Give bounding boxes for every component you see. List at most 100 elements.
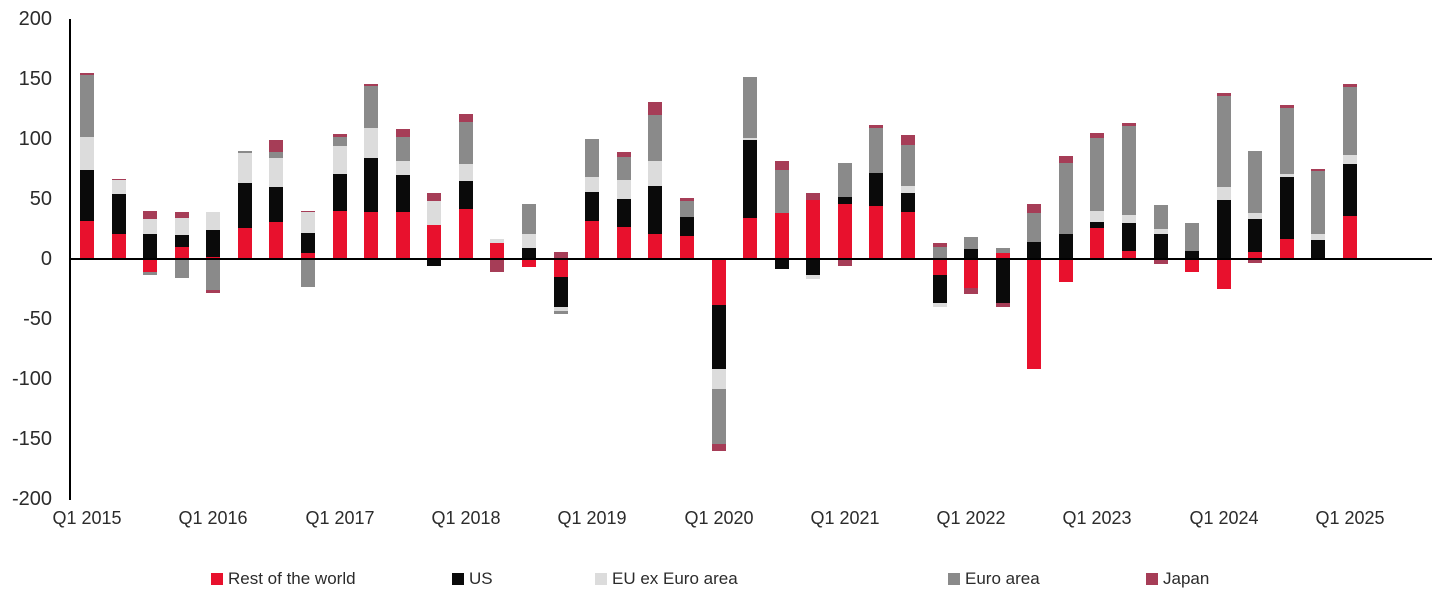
y-tick-label: -200 xyxy=(11,488,52,510)
bar-segment xyxy=(617,179,631,199)
bar-segment xyxy=(869,128,883,173)
legend-item: Japan xyxy=(1146,569,1209,589)
bar-segment xyxy=(554,251,568,259)
bar-segment xyxy=(396,136,410,161)
bar-segment xyxy=(1027,242,1041,259)
bar-segment xyxy=(143,233,157,259)
bar-segment xyxy=(901,212,915,259)
bar-segment xyxy=(933,274,947,304)
bar-segment xyxy=(1185,223,1199,251)
bar-segment xyxy=(490,243,504,259)
bar-segment xyxy=(1154,233,1168,259)
legend-item: Rest of the world xyxy=(211,569,356,589)
bar-segment xyxy=(1059,233,1073,259)
bar-segment xyxy=(80,75,94,137)
bar-segment xyxy=(459,113,473,123)
bar-segment xyxy=(175,218,189,235)
bar-segment xyxy=(901,185,915,193)
bar-segment xyxy=(1090,133,1104,138)
bar-segment xyxy=(301,232,315,253)
legend-label: Euro area xyxy=(965,569,1040,588)
x-tick-label: Q1 2017 xyxy=(305,508,375,528)
bar-segment xyxy=(427,259,441,267)
bar-segment xyxy=(396,175,410,213)
bar-segment xyxy=(712,443,726,451)
bar-segment xyxy=(175,259,189,279)
zero-baseline xyxy=(69,258,1432,260)
bar-segment xyxy=(1059,155,1073,163)
bar-segment xyxy=(269,221,283,259)
bar-segment xyxy=(333,173,347,211)
bar-segment xyxy=(838,259,852,267)
x-tick-label: Q1 2022 xyxy=(936,508,1006,528)
legend-swatch-icon xyxy=(595,573,607,585)
bar-segment xyxy=(712,369,726,389)
bar-segment xyxy=(648,115,662,161)
bar-segment xyxy=(838,163,852,197)
legend-swatch-icon xyxy=(1146,573,1158,585)
bar-segment xyxy=(1217,200,1231,259)
bar-segment xyxy=(459,164,473,181)
bar-segment xyxy=(1280,173,1294,178)
bar-segment xyxy=(838,196,852,204)
bar-segment xyxy=(1090,211,1104,222)
bar-segment xyxy=(1059,163,1073,234)
bar-segment xyxy=(301,212,315,233)
bar-segment xyxy=(554,259,568,277)
bar-segment xyxy=(1122,123,1136,126)
bar-segment xyxy=(238,151,252,154)
bar-segment xyxy=(522,233,536,249)
y-tick-label: -100 xyxy=(11,368,52,390)
bar-segment xyxy=(112,178,126,180)
bar-segment xyxy=(901,193,915,213)
bar-segment xyxy=(585,220,599,259)
bar-segment xyxy=(1027,213,1041,243)
bar-segment xyxy=(1122,214,1136,223)
bar-segment xyxy=(806,200,820,259)
bar-segment xyxy=(269,152,283,159)
bar-segment xyxy=(554,277,568,307)
bar-segment xyxy=(1059,259,1073,282)
bar-segment xyxy=(996,259,1010,304)
x-tick-label: Q1 2016 xyxy=(178,508,248,528)
bar-segment xyxy=(238,183,252,228)
bar-segment xyxy=(901,145,915,186)
y-tick-label: -150 xyxy=(11,428,52,450)
bar-segment xyxy=(680,236,694,259)
bar-segment xyxy=(585,139,599,178)
bar-segment xyxy=(1343,215,1357,259)
bar-segment xyxy=(1090,227,1104,259)
bar-segment xyxy=(901,135,915,145)
x-tick-label: Q1 2025 xyxy=(1315,508,1385,528)
bar-segment xyxy=(775,259,789,269)
legend-item: Euro area xyxy=(948,569,1040,589)
bar-segment xyxy=(1217,259,1231,289)
bar-segment xyxy=(648,160,662,186)
bar-segment xyxy=(1248,151,1262,214)
bar-segment xyxy=(554,310,568,315)
bar-segment xyxy=(617,157,631,180)
x-tick-label: Q1 2020 xyxy=(684,508,754,528)
bar-segment xyxy=(364,128,378,159)
bar-segment xyxy=(1311,233,1325,240)
bar-segment xyxy=(1343,83,1357,88)
bar-segment xyxy=(1090,221,1104,228)
bar-segment xyxy=(143,211,157,220)
bar-segment xyxy=(933,303,947,307)
bar-segment xyxy=(459,208,473,259)
bar-segment xyxy=(143,272,157,275)
bar-segment xyxy=(964,287,978,294)
bar-segment xyxy=(80,220,94,259)
bar-segment xyxy=(1280,177,1294,239)
bar-segment xyxy=(712,304,726,370)
bar-segment xyxy=(680,201,694,217)
bar-segment xyxy=(775,170,789,214)
bar-segment xyxy=(617,226,631,259)
bar-segment xyxy=(1311,239,1325,259)
bar-segment xyxy=(933,259,947,275)
x-tick-label: Q1 2018 xyxy=(431,508,501,528)
bar-segment xyxy=(143,219,157,234)
bar-segment xyxy=(869,124,883,129)
bar-segment xyxy=(301,211,315,213)
bar-segment xyxy=(238,153,252,184)
